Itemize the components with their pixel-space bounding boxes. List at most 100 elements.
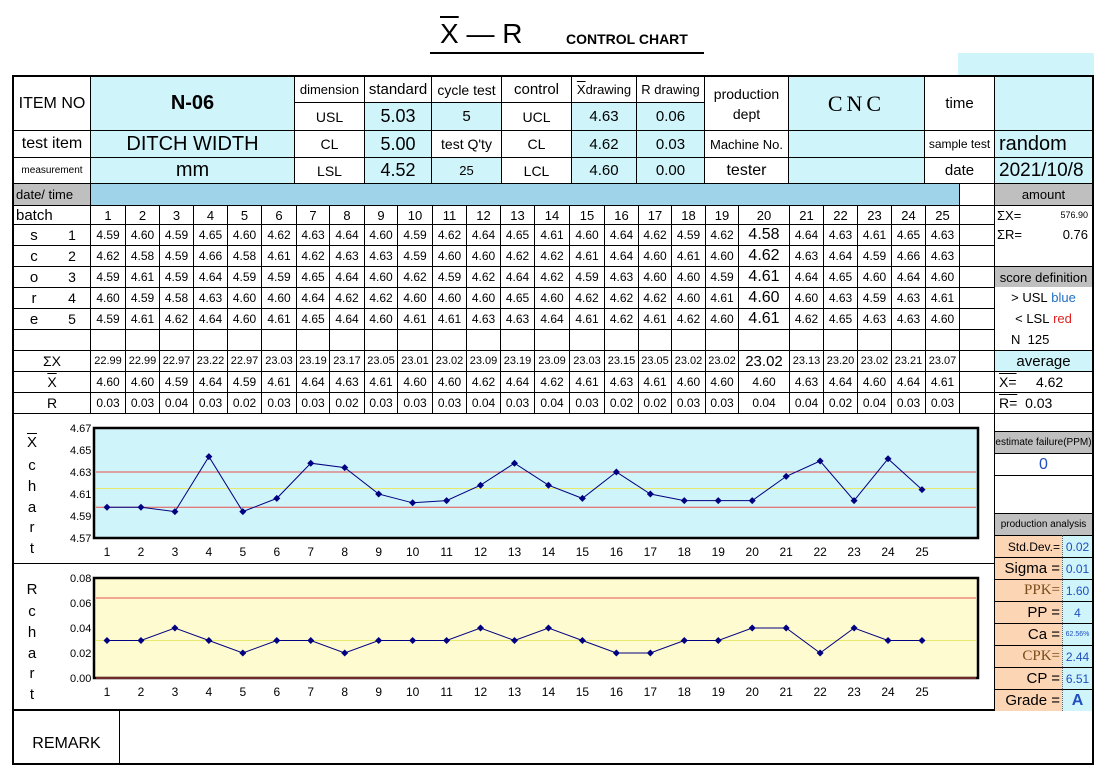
metric-value: 0.01 [1062,557,1092,579]
summary-gap3 [994,475,1092,513]
data-point [918,486,926,494]
n-row: N 125 [994,329,1092,350]
remark-row [14,709,1092,763]
metric-value: A [1062,689,1092,711]
score-cell: 4.63 [925,245,959,266]
test-item-label: test item [14,130,90,157]
score-cell: 4.60 [432,245,466,266]
y-tick-label: 0.04 [70,623,91,635]
lt-lsl-color: red [1053,311,1072,326]
batch-number: 8 [329,205,364,224]
batch-number: 22 [823,205,857,224]
r-chart-letter: R [26,580,38,598]
score-cell: 4.64 [500,266,534,287]
x-tick-label: 9 [375,545,382,559]
r-cell: 0.03 [296,392,329,413]
r-chart-letter: t [29,685,35,703]
score-cell: 4.62 [705,224,738,245]
blank-cell [638,329,671,350]
score-cell: 4.60 [638,245,671,266]
r-cell: 0.03 [90,392,125,413]
score-cell: 4.63 [823,287,857,308]
data-point [409,499,417,507]
score-cell: 4.64 [193,308,227,329]
data-point [816,649,824,657]
r-cell: 0.03 [364,392,397,413]
score-cell: 4.59 [857,287,891,308]
score-cell: 4.63 [500,308,534,329]
metric-value: 0.02 [1062,535,1092,557]
metric-label: Ca = [994,623,1062,645]
score-cell: 4.61 [125,266,159,287]
score-cell: 4.60 [364,224,397,245]
xbarbar-value: 4.62 [1035,374,1064,390]
sumx-cell: 23.02 [671,350,705,371]
measurement-label: measurement [14,157,90,183]
score-cell: 4.60 [738,287,789,308]
blank-cell [466,329,500,350]
control-label: control [501,77,571,102]
data-point [443,637,451,644]
score-cell: 4.60 [925,308,959,329]
score-cell: 4.61 [569,245,604,266]
lsl-value: 4.52 [364,157,431,183]
score-cell: 4.60 [364,308,397,329]
score-cell: 4.61 [432,308,466,329]
blank-cell [857,329,891,350]
blank-cell [789,329,823,350]
x-chart: 4.674.654.634.614.594.571 2 3 4 5 6 7 8 9 10 11 12 1… [70,423,980,559]
x-tick-label: 1 [104,545,111,559]
score-cell: 4.64 [789,266,823,287]
plot-area [92,576,980,680]
score-cell: 4.65 [500,287,534,308]
score-cell: 4.60 [432,287,466,308]
r-cell: 0.03 [432,392,466,413]
data-point [714,637,722,644]
data-point [544,481,552,489]
score-cell: 4.59 [857,245,891,266]
score-cell: 4.64 [193,266,227,287]
r-cell: 0.04 [857,392,891,413]
score-cell: 4.61 [671,245,705,266]
score-cell: 4.61 [261,308,296,329]
score-cell: 4.61 [125,308,159,329]
data-point [612,649,620,657]
summary-blank [994,245,1092,266]
score-cell: 4.59 [397,245,432,266]
data-point [782,624,790,632]
blank-cell [397,329,432,350]
batch-number: 3 [159,205,193,224]
data-point [511,637,518,644]
score-cell: 4.59 [705,266,738,287]
dimension-label: dimension [294,77,364,102]
score-row-number: 2 [54,245,90,266]
tester-value [788,157,924,183]
r-cell: 0.03 [261,392,296,413]
score-cell: 4.59 [90,308,125,329]
n-label: N [1011,332,1021,347]
batch-number: 4 [193,205,227,224]
data-point [273,637,281,644]
lsl-label: LSL [294,157,364,183]
sumx-label: ΣX [14,350,90,371]
score-cell: 4.62 [397,266,432,287]
score-cell: 4.61 [638,308,671,329]
batch-number: 6 [261,205,296,224]
sum-x-value: 576.90 [1036,205,1092,224]
data-point [239,649,247,657]
batch-number: 16 [604,205,638,224]
production-analysis-label: production analysis [994,513,1092,535]
score-cell: 4.61 [857,224,891,245]
r-label: R [14,392,90,413]
score-cell: 4.59 [159,245,193,266]
sample-test-label: sample test [924,130,994,157]
score-cell: 4.63 [296,224,329,245]
score-row-number: 4 [54,287,90,308]
sumx-cell: 23.02 [738,350,789,371]
data-point [443,497,451,505]
score-cell: 4.61 [705,287,738,308]
cl-label: CL [294,130,364,157]
x-tick-label: 25 [915,545,929,559]
score-cell: 4.65 [296,266,329,287]
time-value [994,77,1092,130]
